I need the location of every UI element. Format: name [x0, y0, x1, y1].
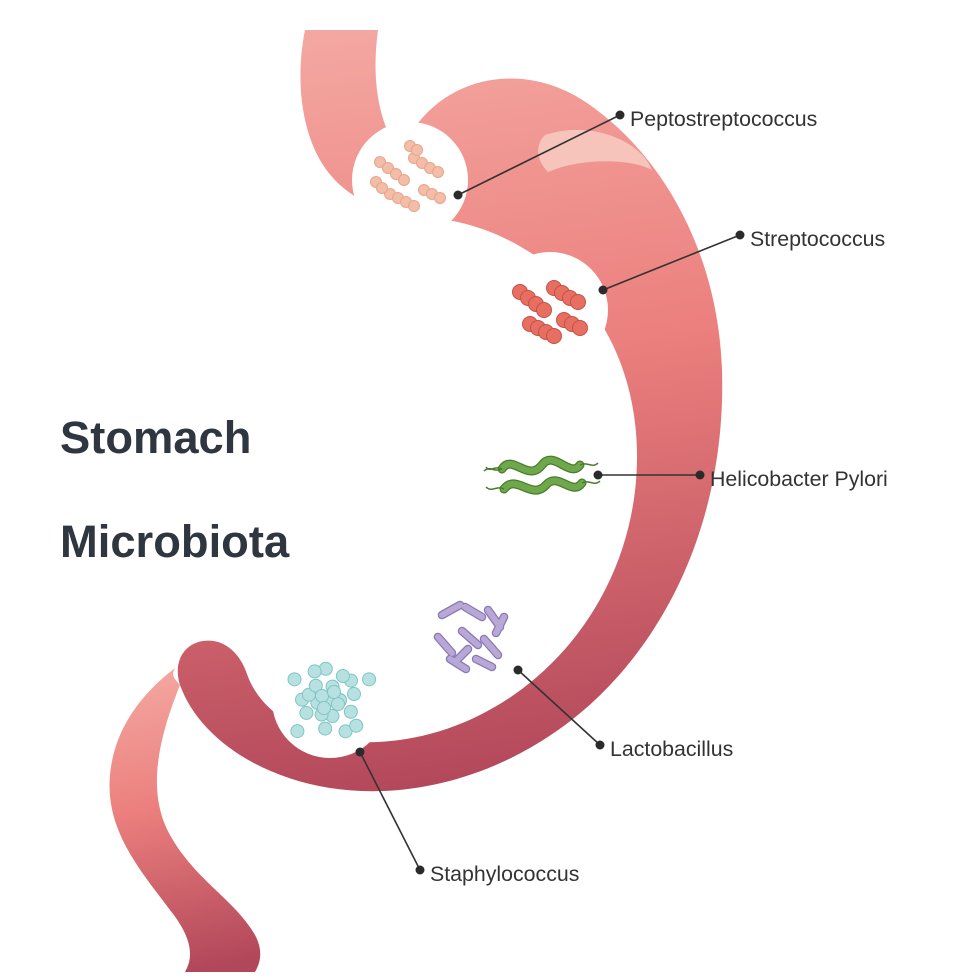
label-peptostreptococcus: Peptostreptococcus [630, 107, 817, 132]
label-staphylococcus: Staphylococcus [430, 862, 579, 887]
title-line2: Microbiota [60, 516, 289, 567]
label-streptococcus: Streptococcus [750, 227, 885, 252]
title-line1: Stomach [60, 412, 251, 463]
label-helicobacter: Helicobacter Pylori [710, 467, 888, 492]
diagram-canvas: Stomach Microbiota Peptostreptococcus Str… [0, 0, 980, 980]
label-lactobacillus: Lactobacillus [610, 737, 733, 762]
diagram-title: Stomach Microbiota [60, 360, 289, 569]
